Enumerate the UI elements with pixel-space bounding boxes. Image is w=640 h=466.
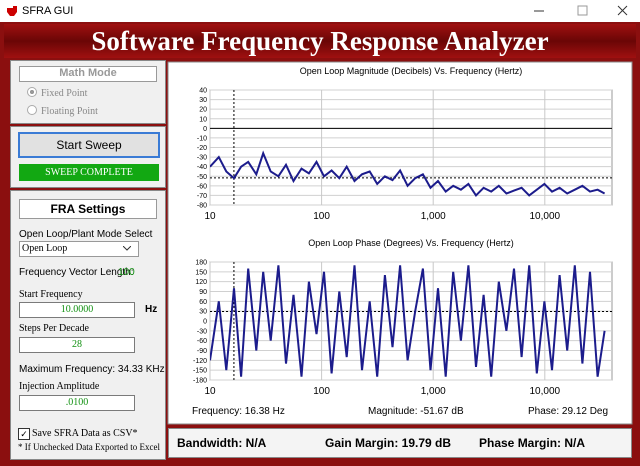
window-controls[interactable] bbox=[520, 0, 640, 22]
save-csv-label: Save SFRA Data as CSV* bbox=[32, 428, 138, 439]
radio-option[interactable]: Floating Point bbox=[27, 105, 98, 117]
phase-margin: Phase Margin: N/A bbox=[479, 436, 586, 450]
injection-label: Injection Amplitude bbox=[19, 381, 100, 392]
y-tick-label: 60 bbox=[199, 299, 207, 306]
data-line bbox=[210, 150, 606, 197]
chart-title: Open Loop Magnitude (Decibels) Vs. Frequ… bbox=[300, 66, 523, 76]
chart-title: Open Loop Phase (Degrees) Vs. Frequency … bbox=[308, 238, 514, 248]
y-tick-label: 150 bbox=[195, 269, 207, 276]
max-freq: Maximum Frequency: 34.33 KHz bbox=[19, 364, 165, 375]
freq-vector-label: Frequency Vector Length: bbox=[19, 267, 134, 278]
gain-margin: Gain Margin: 19.79 dB bbox=[325, 436, 452, 450]
math-mode-title: Math Mode bbox=[19, 66, 157, 82]
y-tick-label: -60 bbox=[197, 338, 207, 345]
radio-label: Floating Point bbox=[41, 106, 98, 117]
start-freq-input[interactable]: 10.0000 bbox=[19, 302, 135, 318]
x-tick-label: 10,000 bbox=[530, 386, 561, 397]
y-tick-label: -50 bbox=[197, 174, 207, 181]
app-icon bbox=[7, 6, 17, 16]
y-tick-label: -40 bbox=[197, 164, 207, 171]
freq-vector-value: 100 bbox=[118, 267, 135, 278]
start-freq-unit: Hz bbox=[145, 304, 158, 315]
y-tick-label: -20 bbox=[197, 145, 207, 152]
y-tick-label: -180 bbox=[193, 378, 207, 385]
y-tick-label: 0 bbox=[203, 126, 207, 133]
x-tick-label: 100 bbox=[313, 386, 330, 397]
y-tick-label: -150 bbox=[193, 368, 207, 375]
save-csv-checkbox[interactable]: ✓ bbox=[18, 428, 30, 440]
y-tick-label: 30 bbox=[199, 309, 207, 316]
y-tick-label: -30 bbox=[197, 328, 207, 335]
y-tick-label: 90 bbox=[199, 289, 207, 296]
y-tick-label: 40 bbox=[199, 88, 207, 95]
mode-label: Open Loop/Plant Mode Select bbox=[19, 229, 153, 240]
y-tick-label: -10 bbox=[197, 135, 207, 142]
start-freq-label: Start Frequency bbox=[19, 289, 83, 300]
y-tick-label: -60 bbox=[197, 183, 207, 190]
cursor-frequency: Frequency: 16.38 Hz bbox=[192, 406, 285, 417]
data-line bbox=[210, 265, 606, 377]
mode-dropdown[interactable]: Open Loop bbox=[19, 241, 139, 257]
x-tick-label: 100 bbox=[313, 211, 330, 222]
start-sweep-button[interactable]: Start Sweep bbox=[18, 132, 160, 158]
export-note: * If Unchecked Data Exported to Excel bbox=[18, 442, 160, 452]
steps-input[interactable]: 28 bbox=[19, 337, 135, 353]
y-tick-label: -30 bbox=[197, 155, 207, 162]
results-bar: Bandwidth: N/A Gain Margin: 19.79 dB Pha… bbox=[168, 428, 632, 458]
x-tick-label: 1,000 bbox=[421, 211, 446, 222]
fra-settings-title: FRA Settings bbox=[19, 199, 157, 219]
x-tick-label: 10 bbox=[204, 211, 216, 222]
y-tick-label: 120 bbox=[195, 279, 207, 286]
title-bar: SFRA GUI bbox=[0, 0, 640, 22]
y-tick-label: -90 bbox=[197, 348, 207, 355]
y-tick-label: -80 bbox=[197, 203, 207, 210]
steps-label: Steps Per Decade bbox=[19, 323, 89, 334]
y-tick-label: -70 bbox=[197, 193, 207, 200]
sweep-status: SWEEP COMPLETE bbox=[19, 164, 159, 181]
y-tick-label: -120 bbox=[193, 358, 207, 365]
radio-option[interactable]: Fixed Point bbox=[27, 87, 87, 99]
dropdown-arrow bbox=[123, 246, 131, 251]
header-title: Software Frequency Response Analyzer bbox=[4, 24, 636, 58]
y-tick-label: 20 bbox=[199, 107, 207, 114]
fra-settings-panel: FRA Settings Open Loop/Plant Mode Select… bbox=[10, 190, 166, 460]
y-tick-label: 0 bbox=[203, 319, 207, 326]
bandwidth: Bandwidth: N/A bbox=[177, 436, 267, 450]
cursor-magnitude: Magnitude: -51.67 dB bbox=[368, 406, 464, 417]
y-tick-label: 10 bbox=[199, 116, 207, 123]
cursor-phase: Phase: 29.12 Deg bbox=[528, 406, 609, 417]
window-title: SFRA GUI bbox=[22, 5, 74, 17]
y-tick-label: 30 bbox=[199, 97, 207, 104]
math-mode-panel: Math Mode Fixed Point Floating Point bbox=[10, 60, 166, 124]
injection-input[interactable]: .0100 bbox=[19, 395, 135, 411]
x-tick-label: 10,000 bbox=[530, 211, 561, 222]
y-tick-label: 180 bbox=[195, 260, 207, 267]
x-tick-label: 1,000 bbox=[421, 386, 446, 397]
sweep-panel: Start Sweep SWEEP COMPLETE bbox=[10, 126, 166, 188]
radio-label: Fixed Point bbox=[41, 88, 88, 99]
x-tick-label: 10 bbox=[204, 386, 216, 397]
